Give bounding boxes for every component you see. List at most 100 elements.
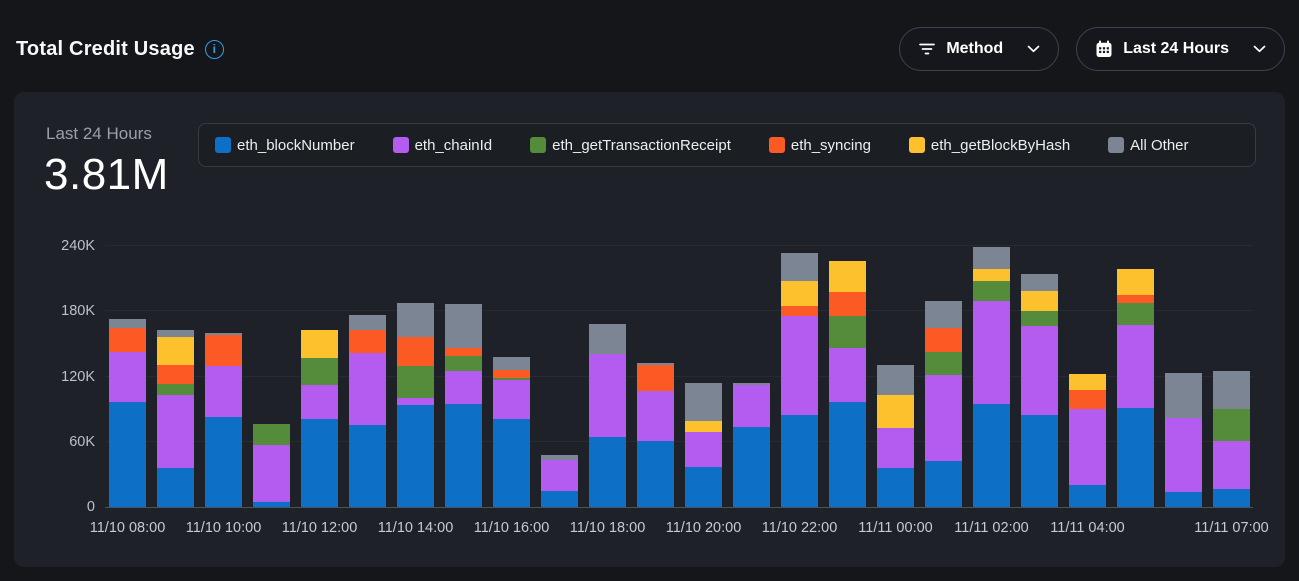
x-axis-label: 11/10 16:00 xyxy=(473,520,550,536)
bar-segment-eth_getTransactionReceipt xyxy=(157,384,194,395)
bar-segment-All Other xyxy=(205,333,242,336)
legend-item-eth_getBlockByHash[interactable]: eth_getBlockByHash xyxy=(908,137,1070,154)
bar[interactable]: 11/10 16:00 xyxy=(474,356,549,536)
bar-segment-All Other xyxy=(541,454,578,461)
bar-segment-eth_blockNumber xyxy=(829,401,866,507)
bar-segment-eth_getTransactionReceipt xyxy=(973,280,1010,302)
bar-segment-eth_chainId xyxy=(781,315,818,415)
plot-area: 0 60K 120K 180K 240K 11/10 08:00 11/10 10:00 11… xyxy=(61,238,1269,536)
bar-segment-eth_blockNumber xyxy=(877,467,914,507)
bar[interactable]: 11/10 18:00 xyxy=(570,324,645,536)
x-axis-label: 11/10 12:00 xyxy=(281,520,358,536)
bar[interactable] xyxy=(1117,268,1154,507)
legend-label: eth_blockNumber xyxy=(237,136,355,154)
bar[interactable] xyxy=(253,424,290,507)
title-row: Total Credit Usage i xyxy=(16,38,224,61)
bar[interactable]: 11/10 12:00 xyxy=(282,329,357,536)
bar-segment-eth_syncing xyxy=(493,370,530,378)
bar-segment-eth_chainId xyxy=(397,398,434,405)
legend-label: eth_getTransactionReceipt xyxy=(552,136,731,154)
bar[interactable]: 11/10 14:00 xyxy=(378,302,453,536)
bar-segment-All Other xyxy=(877,364,914,395)
bar-segment-eth_syncing xyxy=(925,327,962,352)
bar[interactable] xyxy=(925,301,962,507)
bar[interactable] xyxy=(157,329,194,507)
summary-period-label: Last 24 Hours xyxy=(46,124,152,143)
method-filter-dropdown[interactable]: Method xyxy=(899,27,1060,71)
bar-segment-eth_getTransactionReceipt xyxy=(301,358,338,386)
bar-segment-eth_blockNumber xyxy=(1021,414,1058,507)
bar[interactable]: 11/10 22:00 xyxy=(762,252,837,536)
bar[interactable] xyxy=(829,261,866,507)
credit-usage-card: Last 24 Hours 3.81M eth_blockNumber eth_c… xyxy=(14,92,1285,567)
bar-segment-eth_getTransactionReceipt xyxy=(1021,311,1058,327)
bar-segment-eth_syncing xyxy=(397,337,434,366)
chevron-down-icon xyxy=(1253,45,1266,53)
x-axis-label: 11/11 07:00 xyxy=(1194,520,1269,536)
legend-item-eth_getTransactionReceipt[interactable]: eth_getTransactionReceipt xyxy=(530,137,731,154)
bar-segment-All Other xyxy=(397,302,434,338)
bar-segment-eth_blockNumber xyxy=(397,404,434,507)
bar-segment-All Other xyxy=(445,303,482,349)
bar-segment-All Other xyxy=(781,252,818,281)
bar-segment-eth_chainId xyxy=(493,379,530,419)
bar-segment-All Other xyxy=(589,324,626,354)
legend-swatch xyxy=(215,137,231,153)
info-icon[interactable]: i xyxy=(204,39,224,59)
gridline xyxy=(105,440,1253,442)
bar-segment-eth_chainId xyxy=(1213,440,1250,489)
legend-swatch xyxy=(908,137,925,153)
bar-segment-All Other xyxy=(1021,274,1058,291)
time-range-dropdown[interactable]: Last 24 Hours xyxy=(1076,27,1285,71)
bar[interactable]: 11/10 20:00 xyxy=(666,383,741,536)
bar[interactable] xyxy=(733,383,770,507)
bar[interactable] xyxy=(1165,373,1202,507)
bar-segment-eth_blockNumber xyxy=(253,501,290,507)
bar-segment-All Other xyxy=(685,383,722,422)
bar[interactable] xyxy=(637,363,674,507)
bar-segment-eth_getTransactionReceipt xyxy=(925,351,962,376)
bar[interactable] xyxy=(541,454,578,507)
bar[interactable]: 11/11 00:00 xyxy=(858,364,933,536)
bar-segment-eth_syncing xyxy=(637,364,674,391)
bar-segment-eth_blockNumber xyxy=(1117,408,1154,507)
x-axis-label: 11/11 04:00 xyxy=(1050,520,1125,536)
bar-segment-eth_getBlockByHash xyxy=(973,268,1010,281)
bar-segment-eth_blockNumber xyxy=(349,425,386,507)
bar-segment-All Other xyxy=(637,363,674,365)
bar[interactable]: 11/10 10:00 xyxy=(186,333,261,536)
y-axis-label: 240K xyxy=(61,238,95,254)
legend-item-All Other[interactable]: All Other xyxy=(1108,137,1189,154)
bar-segment-eth_chainId xyxy=(349,352,386,426)
bar-segment-eth_syncing xyxy=(781,305,818,316)
bar-segment-eth_getTransactionReceipt xyxy=(1213,409,1250,441)
bar[interactable]: 11/11 02:00 xyxy=(954,247,1029,536)
bar-segment-All Other xyxy=(157,329,194,338)
bar-segment-eth_blockNumber xyxy=(685,466,722,507)
bar-segment-eth_chainId xyxy=(445,371,482,404)
page-title: Total Credit Usage xyxy=(16,37,195,60)
bar-segment-eth_chainId xyxy=(157,395,194,468)
bar-segment-eth_getTransactionReceipt xyxy=(1117,302,1154,326)
bar-segment-eth_blockNumber xyxy=(589,437,626,507)
bar[interactable]: 11/10 08:00 xyxy=(90,318,165,536)
bar[interactable]: 11/11 04:00 xyxy=(1050,374,1125,536)
bar[interactable]: 11/11 07:00 xyxy=(1194,371,1269,536)
bar-segment-eth_getBlockByHash xyxy=(1117,268,1154,295)
legend-item-eth_blockNumber[interactable]: eth_blockNumber xyxy=(215,137,355,154)
legend-swatch xyxy=(392,137,409,153)
y-axis-label: 120K xyxy=(61,368,95,385)
x-axis-label: 11/10 08:00 xyxy=(89,520,166,536)
bar[interactable] xyxy=(349,314,386,507)
legend-item-eth_syncing[interactable]: eth_syncing xyxy=(768,137,871,154)
bar-segment-eth_chainId xyxy=(829,348,866,402)
bar[interactable] xyxy=(1021,274,1058,507)
bar-segment-All Other xyxy=(493,356,530,370)
bar[interactable] xyxy=(445,303,482,507)
bar-segment-eth_getBlockByHash xyxy=(301,329,338,359)
bar-segment-eth_getTransactionReceipt xyxy=(253,424,290,446)
y-axis-label: 180K xyxy=(61,303,95,320)
bars-container: 11/10 08:00 11/10 10:00 11/10 12:00 11/10 1… xyxy=(90,246,1269,536)
bar-segment-All Other xyxy=(1165,373,1202,418)
legend-item-eth_chainId[interactable]: eth_chainId xyxy=(392,137,492,154)
